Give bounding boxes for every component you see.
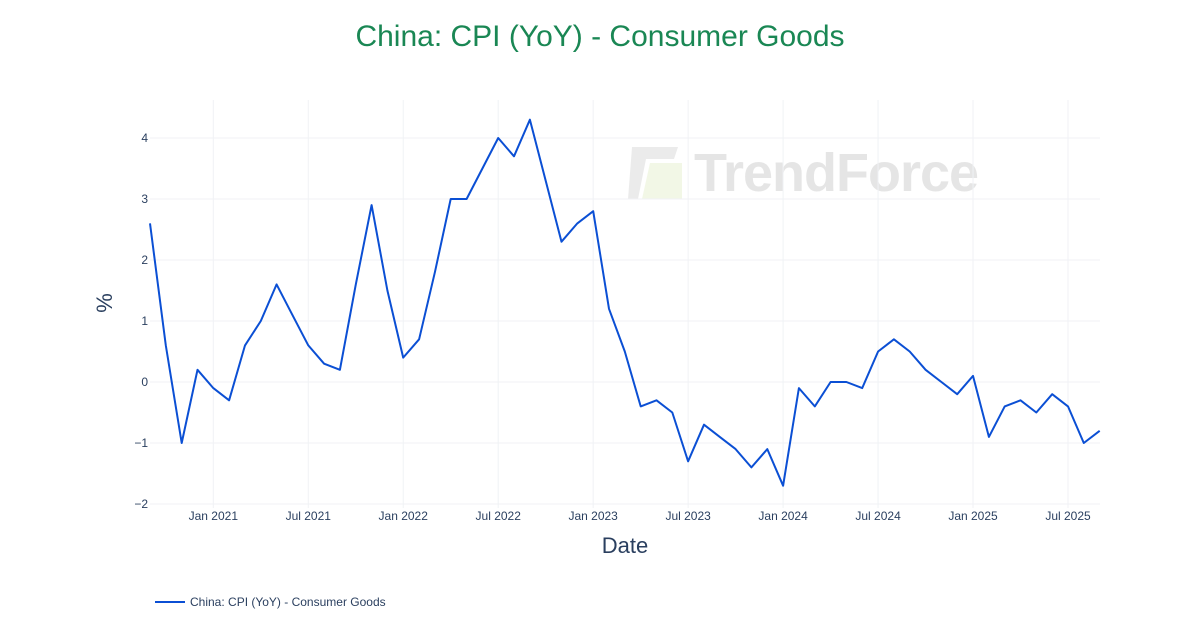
x-tick-label: Jul 2024 (855, 509, 901, 523)
watermark-text: TrendForce (694, 143, 979, 203)
chart-title: China: CPI (YoY) - Consumer Goods (355, 20, 845, 53)
y-tick-label: 1 (141, 314, 148, 328)
y-tick-label: 2 (141, 253, 148, 267)
y-axis-title: % (92, 293, 117, 313)
x-axis-ticks: Jan 2021 Jul 2021 Jan 2022 Jul 2022 Jan 2023… (189, 509, 1091, 523)
x-tick-label: Jul 2023 (665, 509, 711, 523)
y-axis-ticks: −2 −1 0 1 2 3 4 (134, 131, 148, 511)
y-tick-label: 0 (141, 375, 148, 389)
x-tick-label: Jan 2023 (568, 509, 618, 523)
x-tick-label: Jan 2022 (379, 509, 429, 523)
legend-label: China: CPI (YoY) - Consumer Goods (190, 595, 386, 609)
y-tick-label: −1 (134, 436, 148, 450)
x-axis-title: Date (602, 533, 648, 558)
x-tick-label: Jan 2025 (948, 509, 998, 523)
legend[interactable]: China: CPI (YoY) - Consumer Goods (155, 595, 386, 609)
trendforce-logo-icon (628, 147, 682, 199)
x-tick-label: Jan 2021 (189, 509, 239, 523)
x-tick-label: Jan 2024 (758, 509, 808, 523)
series-line-consumer-goods (149, 118, 1101, 487)
y-tick-label: 3 (141, 192, 148, 206)
legend-line-icon (155, 601, 185, 603)
grid-lines (150, 100, 1100, 508)
x-tick-label: Jul 2021 (286, 509, 332, 523)
trendforce-watermark: TrendForce (626, 142, 979, 204)
x-tick-label: Jul 2025 (1045, 509, 1091, 523)
y-tick-label: −2 (134, 497, 148, 511)
x-tick-label: Jul 2022 (476, 509, 522, 523)
y-tick-label: 4 (141, 131, 148, 145)
